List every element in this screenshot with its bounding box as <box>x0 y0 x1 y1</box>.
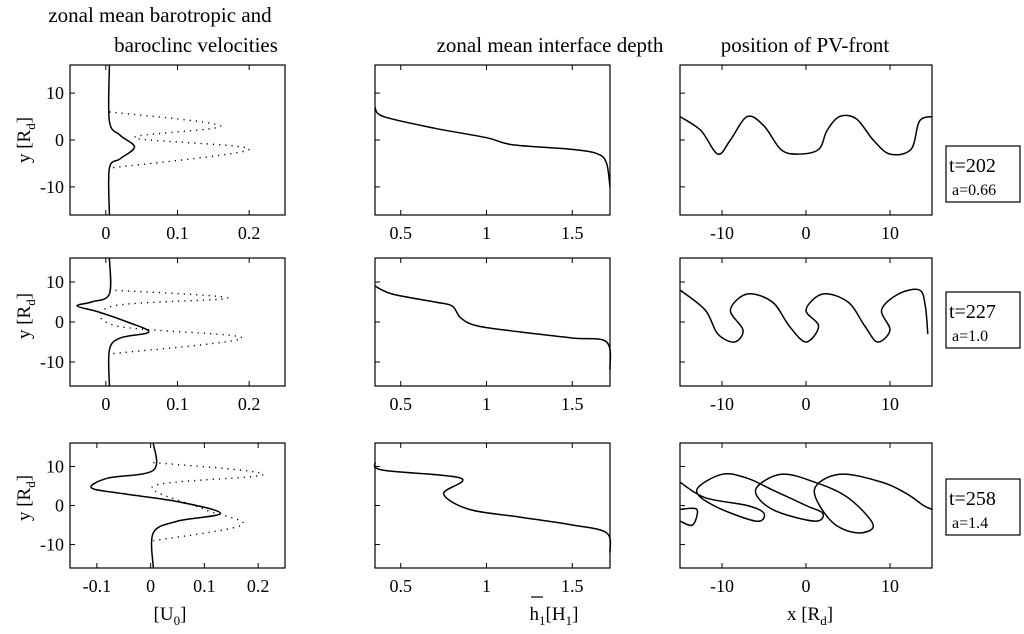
x-tick-label: 0 <box>802 576 811 596</box>
snapshot-time-2: t=227 <box>949 301 996 323</box>
plot-frame <box>679 257 933 387</box>
x-tick-label: 0 <box>146 576 155 596</box>
series-solid-1 <box>90 442 222 569</box>
plot-frame <box>374 257 611 387</box>
title-interface-depth: zonal mean interface depth <box>437 33 664 57</box>
series-solid-1 <box>76 257 150 387</box>
x-axis-label-depth: h1[H1] <box>530 596 579 628</box>
x-tick-label: 10 <box>881 394 899 414</box>
x-tick-label: 10 <box>881 223 899 243</box>
y-tick-label: -10 <box>40 535 64 555</box>
y-tick-label: 10 <box>46 456 64 476</box>
x-tick-label: 1.5 <box>561 223 584 243</box>
svg-text:y [Rd]: y [Rd] <box>14 117 38 163</box>
x-tick-label: 0.1 <box>166 394 189 414</box>
series-solid-2 <box>679 507 699 527</box>
x-tick-label: 0.5 <box>389 394 412 414</box>
series-dotted-2 <box>151 461 265 542</box>
series-dotted-2 <box>109 111 250 169</box>
series-solid-1 <box>107 64 136 216</box>
snapshot-box-2: t=227 a=1.0 <box>945 291 1021 349</box>
x-tick-label: 0.5 <box>389 576 412 596</box>
y-label-sub-1: d <box>23 123 38 130</box>
panel-3: -10 0 10 <box>679 64 933 243</box>
x-tick-label: 0 <box>802 223 811 243</box>
snapshot-time-1: t=202 <box>949 155 996 177</box>
x-tick-label: 0.1 <box>193 576 216 596</box>
series-solid-1 <box>679 114 933 156</box>
panel-2: 0.5 1 1.5 <box>374 64 611 243</box>
y-label-main-3: y [R <box>14 487 35 521</box>
y-label-sub-2: d <box>23 299 38 306</box>
snapshot-a-2: a=1.0 <box>952 328 988 345</box>
x-tick-label: 0.2 <box>238 394 261 414</box>
series-solid-1 <box>679 288 929 343</box>
series-solid-1 <box>374 285 612 371</box>
x-tick-label: 1 <box>482 394 491 414</box>
y-tick-label: -10 <box>40 177 64 197</box>
panel-8: 0.5 1 1.5 <box>373 442 612 596</box>
title-pv-front: position of PV-front <box>721 33 890 57</box>
x-tick-label: 0.2 <box>238 223 261 243</box>
x-tick-label: 0 <box>101 223 110 243</box>
x-axis-label-position: x [Rd] <box>787 604 833 628</box>
y-label-sub-3: d <box>23 481 38 488</box>
y-axis-label-row1: y [Rd] <box>14 117 38 163</box>
x-tick-label: 0 <box>802 394 811 414</box>
y-axis-label-row3: y [Rd] <box>14 475 38 521</box>
x-tick-label: -10 <box>710 223 734 243</box>
panel-9: -10 0 10 <box>679 442 933 596</box>
y-tick-label: 0 <box>55 312 64 332</box>
y-tick-label: 10 <box>46 272 64 292</box>
panel-1: 0 0.1 0.2 10 0 -10 <box>40 64 286 243</box>
y-tick-label: 0 <box>55 496 64 516</box>
x-tick-label: -10 <box>710 576 734 596</box>
series-dotted-2 <box>99 289 243 355</box>
x-tick-label: 1 <box>482 576 491 596</box>
y-axis-label-row2: y [Rd] <box>14 293 38 339</box>
snapshot-time-3: t=258 <box>949 488 996 510</box>
snapshot-box-1: t=202 a=0.66 <box>945 145 1021 203</box>
y-tick-label: 10 <box>46 83 64 103</box>
snapshot-a-1: a=0.66 <box>952 182 996 199</box>
x-tick-label: 1 <box>482 223 491 243</box>
x-tick-label: 0.2 <box>247 576 270 596</box>
x-tick-label: 0.5 <box>389 223 412 243</box>
plot-frame <box>69 64 286 216</box>
x-tick-label: -10 <box>710 394 734 414</box>
y-label-main-2: y [R <box>14 305 35 339</box>
x-tick-label: 0 <box>101 394 110 414</box>
x-tick-label: -0.1 <box>83 576 112 596</box>
plot-frame <box>679 64 933 216</box>
snapshot-box-3: t=258 a=1.4 <box>945 478 1021 536</box>
plot-frame <box>374 442 611 569</box>
title-velocities-line1: zonal mean barotropic and <box>48 3 272 27</box>
snapshot-a-3: a=1.4 <box>952 515 988 532</box>
x-axis-label-velocity: [U0] <box>154 604 187 628</box>
series-solid-1 <box>679 472 933 534</box>
y-tick-label: 0 <box>55 130 64 150</box>
plot-frame <box>69 257 286 387</box>
y-label-main-1: y [R <box>14 129 35 163</box>
panel-5: 0.5 1 1.5 <box>374 257 612 414</box>
title-velocities-line2: baroclinc velocities <box>114 33 278 57</box>
x-tick-label: 10 <box>881 576 899 596</box>
series-solid-1 <box>374 106 611 188</box>
panel-7: -0.1 0 0.1 0.2 10 0 -10 <box>40 442 286 596</box>
x-tick-label: 1.5 <box>561 576 584 596</box>
panel-6: -10 0 10 <box>679 257 933 414</box>
x-tick-label: 1.5 <box>561 394 584 414</box>
svg-text:y [Rd]: y [Rd] <box>14 475 38 521</box>
series-solid-1 <box>373 461 612 553</box>
svg-text:h1[H1]: h1[H1] <box>530 604 579 628</box>
svg-text:y [Rd]: y [Rd] <box>14 293 38 339</box>
y-tick-label: -10 <box>40 352 64 372</box>
plot-frame <box>69 442 286 569</box>
x-tick-label: 0.1 <box>166 223 189 243</box>
panel-4: 0 0.1 0.2 10 0 -10 <box>40 257 286 414</box>
